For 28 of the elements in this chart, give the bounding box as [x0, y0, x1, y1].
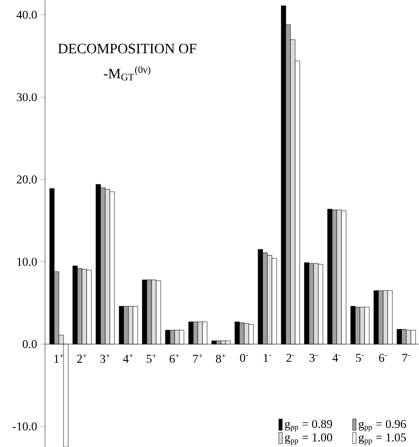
text: -M$_{GT}$(0ν) [104, 66, 150, 80]
x-tick-label: 4$^{-}$ [332, 354, 341, 362]
y-tick-label: 30.0 [16, 93, 37, 102]
x-tick-label: 1$^{-}$ [264, 354, 272, 362]
y-tick-label: 20.0 [16, 175, 37, 184]
text: DECOMPOSITION OF [58, 44, 196, 54]
legend-label: g$_{pp}$ = 0.96 [358, 420, 406, 432]
x-tick-label: 7$^{+}$ [193, 354, 202, 363]
legend-label: g$_{pp}$ = 0.89 [284, 420, 332, 432]
legend-label: g$_{pp}$ = 1.05 [358, 433, 406, 445]
x-tick-label: 8$^{+}$ [216, 354, 226, 363]
y-tick-label: 0.0 [22, 340, 37, 348]
x-tick-label: 5$^{+}$ [146, 354, 156, 363]
x-tick-label: 2$^{+}$ [77, 354, 87, 363]
legend-label: g$_{pp}$ = 1.00 [284, 433, 332, 445]
y-tick-label: 40.0 [16, 10, 37, 19]
x-tick-label: 6$^{+}$ [170, 354, 180, 363]
y-tick-label: -10.0 [12, 422, 37, 430]
x-tick-label: 2$^{-}$ [286, 354, 294, 362]
x-tick-label: 5$^{-}$ [356, 354, 364, 362]
x-tick-label: 3$^{+}$ [100, 354, 110, 363]
x-tick-label: 7$^{-}$ [402, 354, 410, 362]
x-tick-label: 4$^{+}$ [123, 354, 133, 363]
x-tick-label: 6$^{-}$ [379, 354, 387, 362]
x-tick-label: 1$^{+}$ [54, 354, 64, 363]
x-tick-label: 3$^{-}$ [310, 354, 318, 362]
y-tick-label: 10.0 [17, 258, 37, 266]
x-tick-label: 0$^{-}$ [240, 354, 248, 362]
